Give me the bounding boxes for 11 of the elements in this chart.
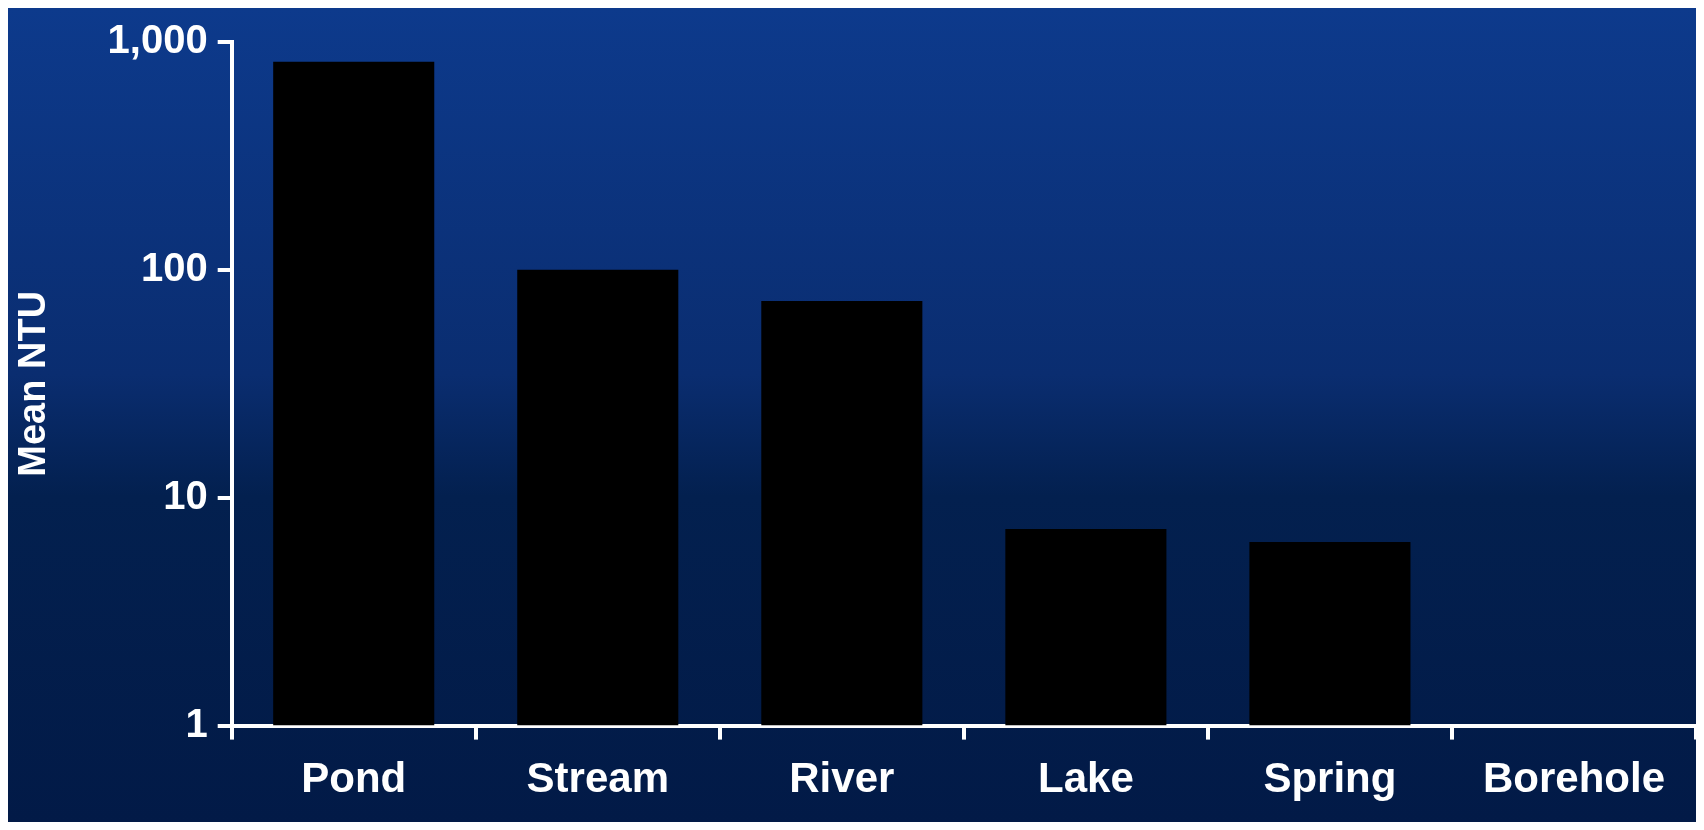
x-tick-label: Spring xyxy=(1263,754,1397,802)
y-tick-label: 10 xyxy=(163,472,208,517)
y-tick-label: 1 xyxy=(185,700,208,745)
y-tick-label: 1,000 xyxy=(107,17,208,62)
y-tick-label: 100 xyxy=(140,244,208,289)
x-tick-label: Borehole xyxy=(1482,754,1665,802)
x-tick-label: Pond xyxy=(301,754,407,802)
x-tick-label: Lake xyxy=(1038,754,1134,802)
y-axis-title: Mean NTU xyxy=(11,290,54,477)
x-tick-label: Stream xyxy=(526,754,669,802)
x-tick-label: River xyxy=(789,754,895,802)
